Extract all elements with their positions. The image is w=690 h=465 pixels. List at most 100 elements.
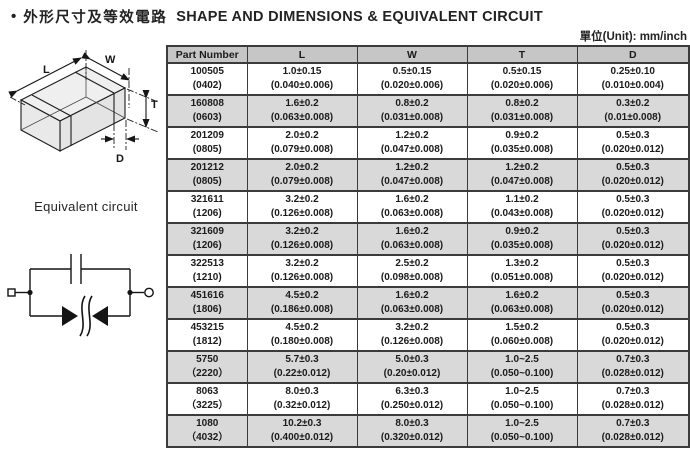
part-size-code: (0402)	[192, 80, 222, 91]
dimension-mm: 1.6±0.2	[395, 290, 429, 301]
dimension-cell: 8.0±0.3 (0.320±0.012)	[356, 414, 468, 448]
dimension-mm: 3.2±0.2	[395, 322, 429, 333]
dimension-mm: 0.5±0.15	[502, 66, 542, 77]
part-size-code: (0805)	[192, 144, 222, 155]
dimension-cell: 4.5±0.2 (0.186±0.008)	[246, 286, 358, 320]
dimension-inch: (0.063±0.008)	[490, 304, 554, 315]
unit-label: 單位(Unit): mm/inch	[579, 31, 687, 43]
dimension-mm: 0.5±0.3	[616, 130, 650, 141]
part-number-cell: 201209 (0805)	[166, 126, 248, 160]
table-row: 201212 (0805) 2.0±0.2 (0.079±0.008) 1.2±0.2 (…	[166, 158, 690, 192]
dimension-cell: 0.9±0.2 (0.035±0.008)	[466, 126, 578, 160]
dimension-inch: (0.043±0.008)	[490, 208, 554, 219]
part-number-cell: 160808 (0603)	[166, 94, 248, 128]
dimension-inch: (0.126±0.008)	[270, 208, 334, 219]
dim-label-d: D	[116, 153, 124, 165]
part-size-code: （4032）	[186, 432, 229, 443]
dimension-mm: 0.25±0.10	[610, 66, 655, 77]
dimension-inch: (0.126±0.008)	[270, 240, 334, 251]
dimension-cell: 1.0~2.5 (0.050~0.100)	[466, 350, 578, 384]
dimension-cell: 0.8±0.2 (0.031±0.008)	[356, 94, 468, 128]
dimension-cell: 6.3±0.3 (0.250±0.012)	[356, 382, 468, 416]
dim-label-t: T	[151, 99, 158, 111]
part-number: 201209	[190, 130, 224, 141]
dimension-inch: (0.320±0.012)	[380, 432, 444, 443]
col-header-d: D	[576, 45, 690, 64]
equivalent-circuit-diagram	[7, 254, 154, 337]
dimension-cell: 0.7±0.3 (0.028±0.012)	[576, 414, 690, 448]
dimension-cell: 1.3±0.2 (0.051±0.008)	[466, 254, 578, 288]
dimension-mm: 0.9±0.2	[505, 226, 539, 237]
dimension-inch: (0.028±0.012)	[601, 400, 664, 411]
dimension-inch: (0.20±0.012)	[383, 368, 441, 379]
dimension-inch: (0.063±0.008)	[270, 112, 334, 123]
dimension-inch: (0.047±0.008)	[380, 176, 444, 187]
dimension-mm: 1.0~2.5	[505, 418, 539, 429]
dimension-inch: (0.035±0.008)	[490, 144, 554, 155]
dimension-inch: (0.020±0.012)	[601, 272, 664, 283]
part-number: 8063	[196, 386, 219, 397]
dimension-cell: 3.2±0.2 (0.126±0.008)	[246, 254, 358, 288]
chip-end-face	[20, 99, 61, 152]
dimension-inch: (0.020±0.012)	[601, 240, 664, 251]
dimension-cell: 1.0~2.5 (0.050~0.100)	[466, 382, 578, 416]
dimension-mm: 1.5±0.2	[505, 322, 539, 333]
dimension-mm: 0.5±0.3	[616, 162, 650, 173]
table-row: 321609 (1206) 3.2±0.2 (0.126±0.008) 1.6±0.2 (…	[166, 222, 690, 256]
dimension-inch: (0.028±0.012)	[601, 368, 664, 379]
dimension-mm: 1.2±0.2	[505, 162, 539, 173]
part-number-cell: 5750 （2220）	[166, 350, 248, 384]
part-number: 201212	[190, 162, 224, 173]
part-number: 322513	[190, 258, 224, 269]
dimension-cell: 0.3±0.2 (0.01±0.008)	[576, 94, 690, 128]
title-english: SHAPE AND DIMENSIONS & EQUIVALENT CIRCUI…	[176, 8, 544, 25]
table-row: 453215 (1812) 4.5±0.2 (0.180±0.008) 3.2±0.2 (…	[166, 318, 690, 352]
dimension-cell: 0.7±0.3 (0.028±0.012)	[576, 382, 690, 416]
dimension-mm: 0.8±0.2	[505, 98, 539, 109]
dimension-cell: 10.2±0.3 (0.400±0.012)	[246, 414, 358, 448]
dimension-mm: 1.2±0.2	[395, 162, 429, 173]
dimension-inch: (0.126±0.008)	[380, 336, 444, 347]
col-header-t: T	[466, 45, 578, 64]
dimension-cell: 0.5±0.3 (0.020±0.012)	[576, 190, 690, 224]
table-row: 201209 (0805) 2.0±0.2 (0.079±0.008) 1.2±0.2 (…	[166, 126, 690, 160]
dimension-cell: 5.0±0.3 (0.20±0.012)	[356, 350, 468, 384]
dimension-mm: 5.7±0.3	[285, 354, 319, 365]
dimension-mm: 1.0~2.5	[505, 386, 539, 397]
dimension-cell: 8.0±0.3 (0.32±0.012)	[246, 382, 358, 416]
table-row: 1080 （4032） 10.2±0.3 (0.400±0.012) 8.0±0.3 (0…	[166, 414, 690, 448]
part-number: 321611	[190, 194, 224, 205]
dimension-inch: (0.250±0.012)	[380, 400, 444, 411]
dimension-inch: (0.040±0.006)	[270, 80, 334, 91]
dimension-cell: 3.2±0.2 (0.126±0.008)	[246, 190, 358, 224]
dimension-cell: 1.6±0.2 (0.063±0.008)	[466, 286, 578, 320]
part-number-cell: 451616 (1806)	[166, 286, 248, 320]
part-size-code: (0603)	[192, 112, 222, 123]
equivalent-circuit-label: Equivalent circuit	[34, 199, 138, 214]
dimension-mm: 3.2±0.2	[285, 226, 319, 237]
dimension-inch: (0.020±0.012)	[601, 176, 664, 187]
dimension-mm: 0.3±0.2	[616, 98, 650, 109]
dimension-inch: (0.01±0.008)	[604, 112, 662, 123]
junction-dot	[127, 289, 133, 296]
right-terminal-icon	[144, 287, 154, 298]
dimension-inch: (0.050~0.100)	[490, 368, 554, 379]
dimension-inch: (0.050~0.100)	[490, 432, 554, 443]
table-row: 100505 (0402) 1.0±0.15 (0.040±0.006) 0.5±0.1…	[166, 62, 690, 96]
table-row: 160808 (0603) 1.6±0.2 (0.063±0.008) 0.8±0.2 (…	[166, 94, 690, 128]
dimension-mm: 0.7±0.3	[616, 418, 650, 429]
dimension-cell: 1.6±0.2 (0.063±0.008)	[356, 190, 468, 224]
dimension-mm: 0.5±0.3	[616, 194, 650, 205]
dimension-inch: (0.035±0.008)	[490, 240, 554, 251]
dimension-mm: 5.0±0.3	[395, 354, 429, 365]
dimension-cell: 0.5±0.3 (0.020±0.012)	[576, 222, 690, 256]
dimension-cell: 0.5±0.3 (0.020±0.012)	[576, 126, 690, 160]
dimension-mm: 0.5±0.3	[616, 322, 650, 333]
dimension-mm: 0.5±0.3	[616, 226, 650, 237]
part-number-cell: 100505 (0402)	[166, 62, 248, 96]
dimension-inch: (0.079±0.008)	[270, 176, 334, 187]
dimension-mm: 8.0±0.3	[285, 386, 319, 397]
dimension-inch: (0.079±0.008)	[270, 144, 334, 155]
dimension-mm: 1.2±0.2	[395, 130, 429, 141]
